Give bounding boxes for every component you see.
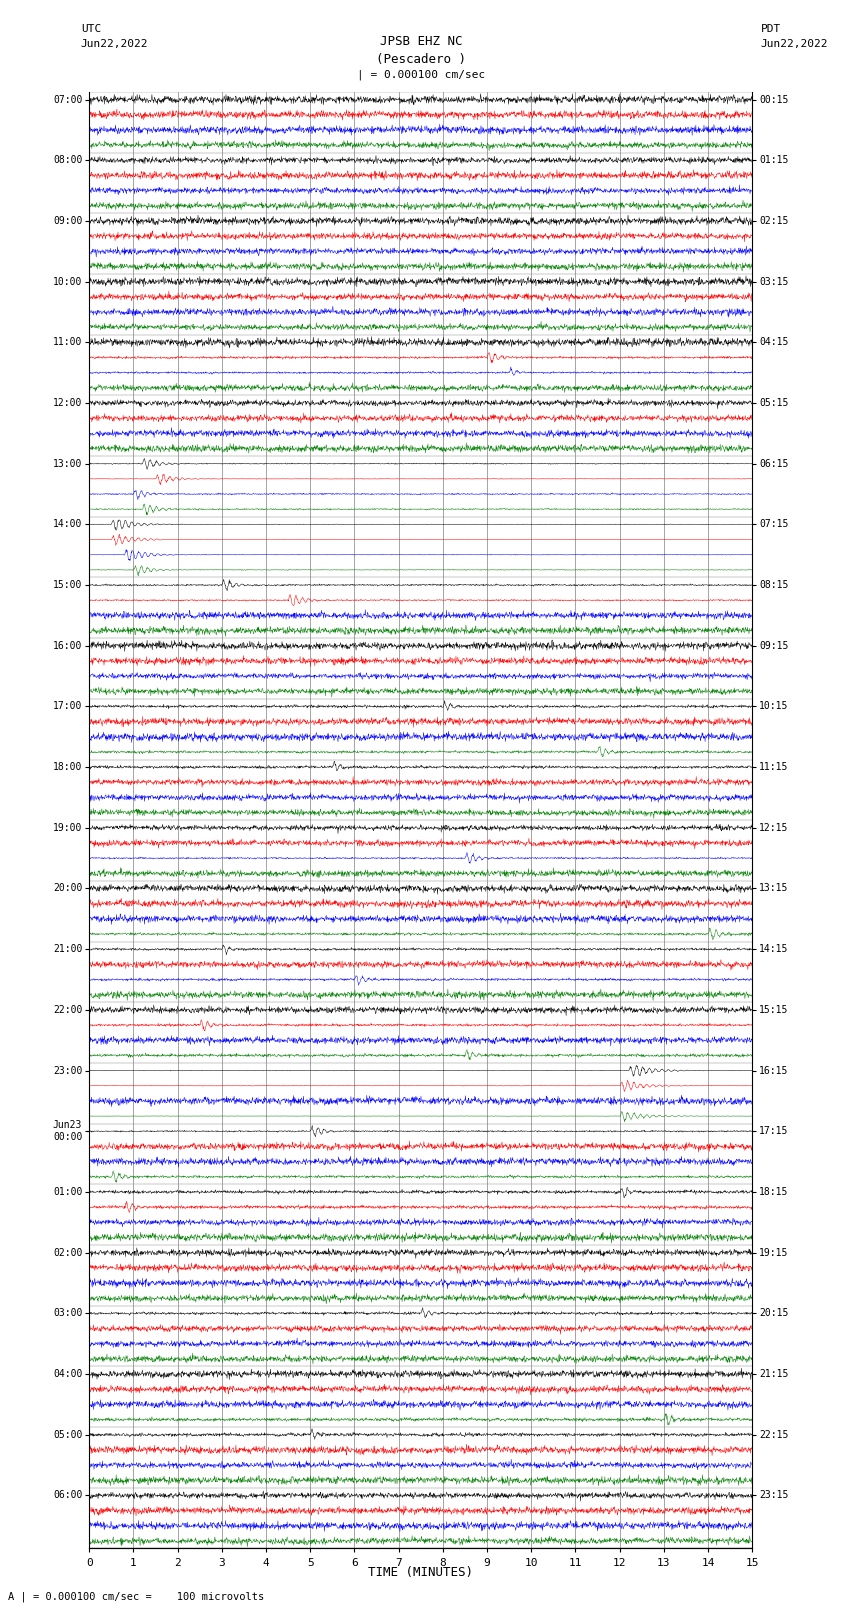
Text: TIME (MINUTES): TIME (MINUTES) — [368, 1566, 473, 1579]
Text: Jun22,2022: Jun22,2022 — [81, 39, 148, 48]
Text: A | = 0.000100 cm/sec =    100 microvolts: A | = 0.000100 cm/sec = 100 microvolts — [8, 1592, 264, 1602]
Text: (Pescadero ): (Pescadero ) — [376, 53, 466, 66]
Text: PDT: PDT — [761, 24, 781, 34]
Text: UTC: UTC — [81, 24, 101, 34]
Text: JPSB EHZ NC: JPSB EHZ NC — [379, 35, 462, 48]
Text: Jun22,2022: Jun22,2022 — [761, 39, 828, 48]
Text: | = 0.000100 cm/sec: | = 0.000100 cm/sec — [357, 69, 484, 81]
